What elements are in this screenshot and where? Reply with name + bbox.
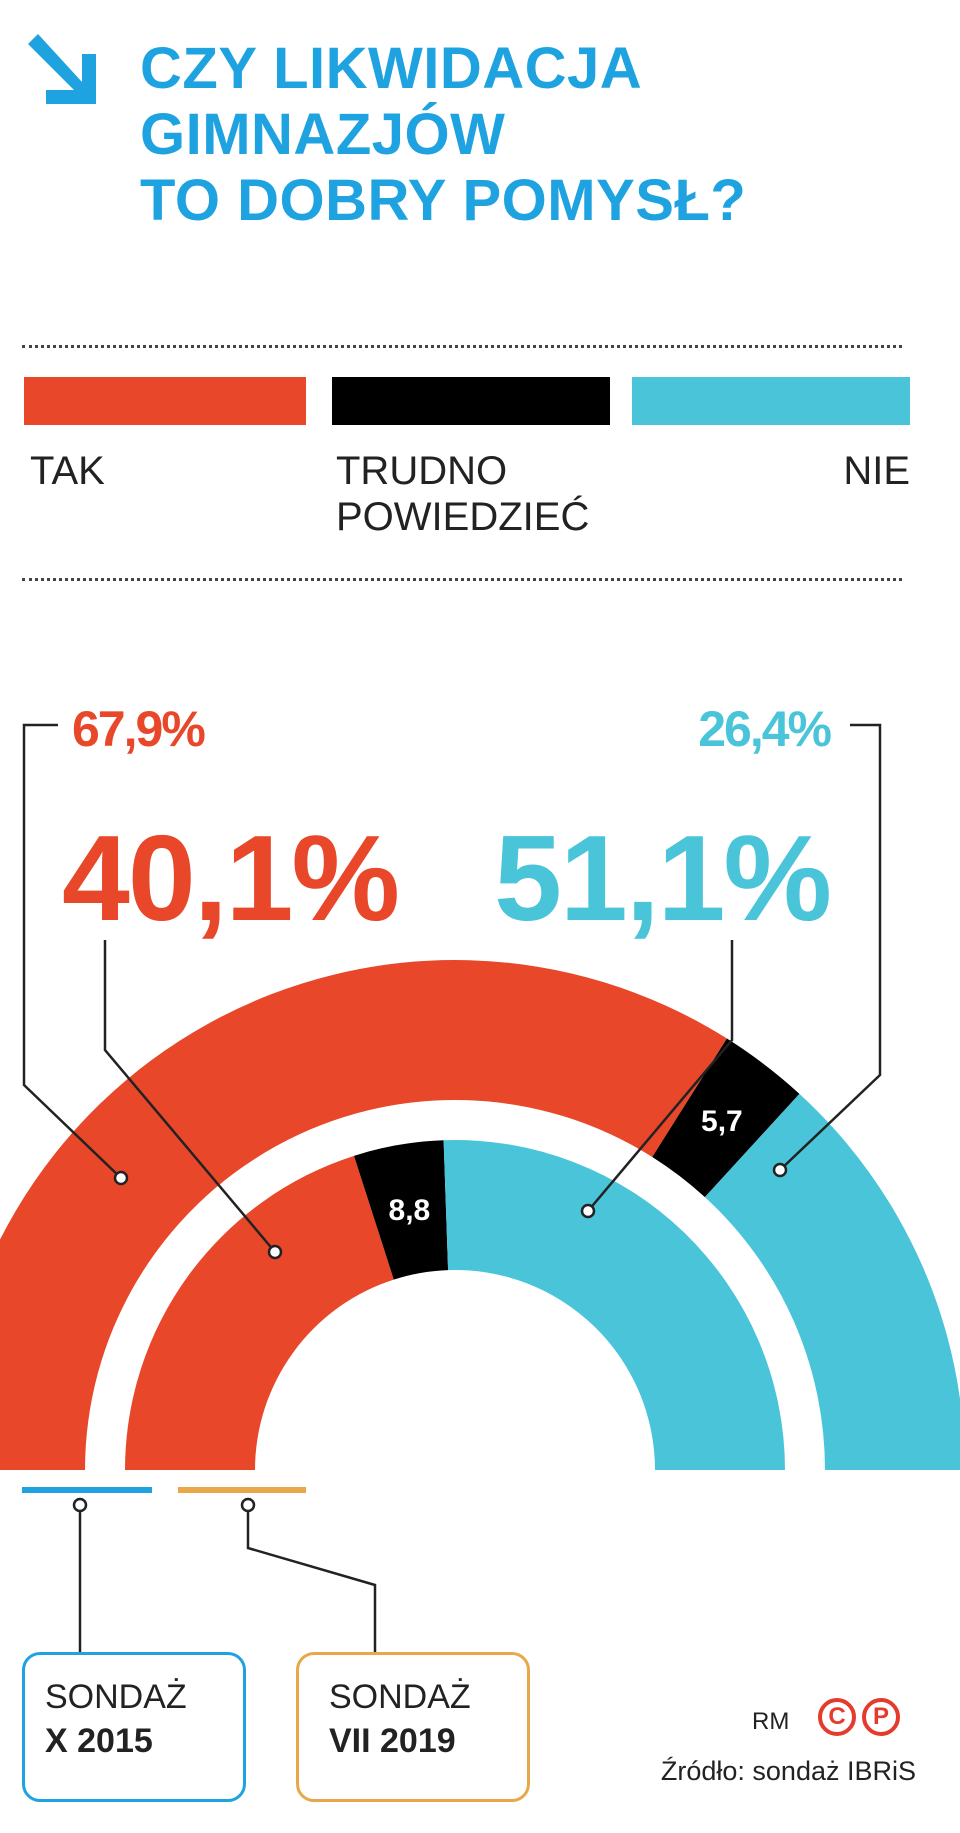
label-2015-tak: 67,9%: [72, 701, 206, 757]
dot-2015-tak: [113, 1170, 129, 1186]
ring-segment-2019-trudno: [354, 1140, 449, 1280]
ring-segment-2015-trudno: [652, 1038, 800, 1198]
ring-segment-2019-nie: [443, 1140, 785, 1470]
ring-segment-2019-tak: [125, 1155, 394, 1470]
legend-label-trudno-line1: TRUDNO: [336, 449, 508, 493]
survey-2019-line2: VII 2019: [329, 1722, 456, 1760]
label-2019-trudno: 8,8: [389, 1194, 431, 1227]
ring-segment-2015-nie: [704, 1093, 960, 1470]
divider-top: [22, 345, 902, 348]
legend-label-trudno-line2: POWIEDZIEĆ: [336, 495, 590, 539]
legend-label-trudno: TRUDNO POWIEDZIEĆ: [336, 448, 589, 540]
legend-label-tak: TAK: [30, 449, 105, 493]
label-2019-tak: 40,1%: [62, 810, 400, 946]
dot-survey-2019: [240, 1497, 256, 1513]
legend-swatch-nie: [632, 377, 910, 425]
author-initials: RM: [752, 1708, 790, 1735]
dot-2015-nie: [772, 1162, 788, 1178]
survey-box-2015: SONDAŻ X 2015: [22, 1652, 246, 1802]
leader-survey-2019: [246, 1505, 377, 1652]
label-2019-nie: 51,1%: [494, 810, 832, 946]
logo-c: C: [818, 1698, 856, 1736]
survey-box-2019: SONDAŻ VII 2019: [296, 1652, 530, 1802]
source-note: Źródło: sondaż IBRiS: [660, 1756, 916, 1786]
title-line-1: CZY LIKWIDACJA: [140, 36, 643, 101]
leader-2019-nie: [587, 940, 734, 1212]
label-2015-trudno: 5,7: [701, 1105, 743, 1138]
legend-label-nie: NIE: [843, 449, 910, 493]
survey-2015-line1: SONDAŻ: [45, 1678, 187, 1716]
title-line-3: TO DOBRY POMYSŁ?: [140, 168, 747, 233]
label-2015-nie: 26,4%: [698, 701, 832, 757]
logo-p: P: [862, 1698, 900, 1736]
dot-survey-2015: [72, 1497, 88, 1513]
leader-2015-tak: [22, 723, 122, 1179]
survey-2019-line1: SONDAŻ: [329, 1678, 471, 1716]
dot-2019-nie: [580, 1203, 596, 1219]
ring-segment-2015-tak: [0, 960, 727, 1470]
legend-swatch-tak: [24, 377, 306, 425]
dot-2019-tak: [267, 1244, 283, 1260]
legend-swatch-trudno: [332, 377, 610, 425]
leader-2015-nie: [779, 723, 882, 1171]
survey-2015-line2: X 2015: [45, 1722, 153, 1760]
divider-bottom: [22, 578, 902, 581]
chart-title: CZY LIKWIDACJA GIMNAZJÓW TO DOBRY POMYSŁ…: [140, 36, 746, 234]
arrow-down-right-icon: [28, 34, 96, 104]
title-line-2: GIMNAZJÓW: [140, 102, 506, 167]
leader-2019-tak: [103, 940, 276, 1253]
